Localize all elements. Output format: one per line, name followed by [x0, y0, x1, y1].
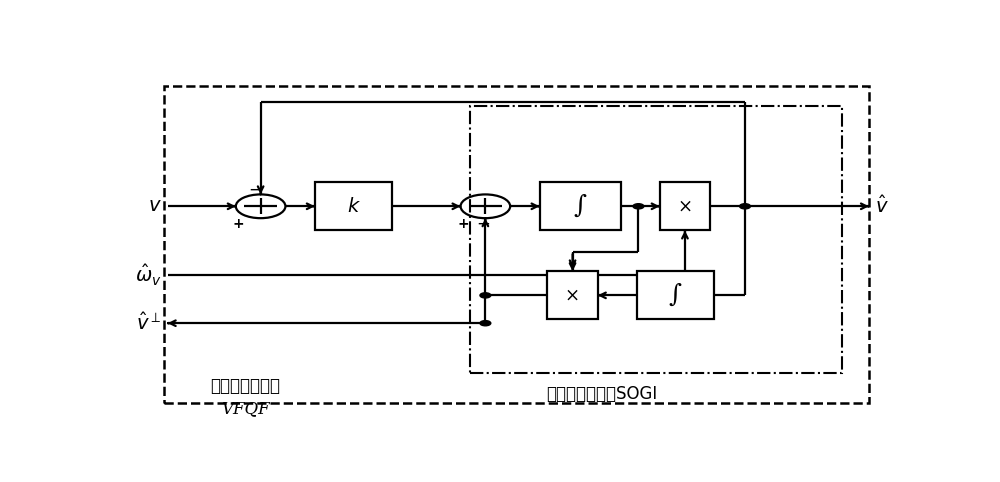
Bar: [470, 106, 842, 373]
Circle shape: [480, 321, 491, 326]
Text: ×: ×: [677, 197, 692, 215]
Text: $\hat{v}$: $\hat{v}$: [875, 195, 889, 217]
Text: −: −: [249, 181, 263, 199]
Bar: [660, 182, 710, 230]
Text: $k$: $k$: [347, 197, 361, 216]
Bar: [637, 271, 714, 320]
Text: ×: ×: [565, 286, 580, 304]
Text: +: +: [232, 217, 244, 231]
Circle shape: [740, 204, 750, 209]
Text: +: +: [457, 217, 469, 231]
Circle shape: [480, 293, 491, 298]
Text: 变频正交滤波器: 变频正交滤波器: [210, 377, 280, 395]
Bar: [540, 182, 621, 230]
Text: $\hat{v}^\perp$: $\hat{v}^\perp$: [136, 312, 161, 334]
Text: $v$: $v$: [148, 197, 161, 215]
Circle shape: [633, 204, 644, 209]
Bar: [547, 271, 598, 320]
Text: −: −: [476, 215, 490, 233]
Text: 二阶广义积分器SOGI: 二阶广义积分器SOGI: [546, 385, 657, 403]
Text: $\hat{\omega}_v$: $\hat{\omega}_v$: [135, 262, 161, 288]
Bar: [164, 86, 869, 403]
Bar: [315, 182, 392, 230]
Text: VFQF: VFQF: [221, 400, 269, 417]
Text: ∫: ∫: [669, 284, 682, 307]
Text: ∫: ∫: [574, 195, 587, 218]
